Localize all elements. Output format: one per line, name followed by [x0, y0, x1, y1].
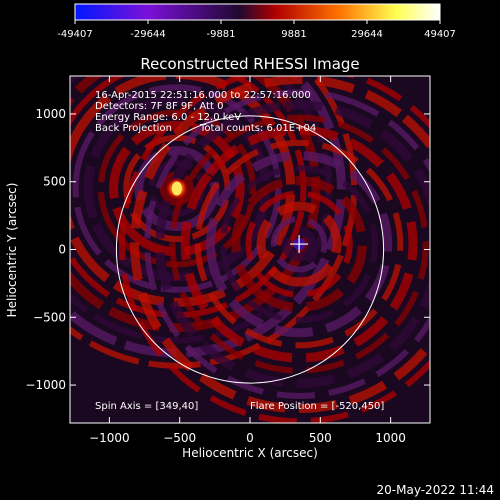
x-tick-label: 1000: [375, 431, 406, 445]
fringe-ring: [70, 76, 346, 358]
method-text: Back Projection: [95, 123, 172, 134]
colorbar-tick-label: 29644: [351, 29, 383, 40]
fringe-ring: [144, 89, 430, 399]
timestamp: 20-May-2022 11:44: [377, 483, 494, 497]
fringe-ring: [109, 120, 245, 257]
x-tick-label: −500: [163, 431, 196, 445]
spin-axis-text: Spin Axis = [349,40]: [95, 401, 198, 412]
detectors-text: Detectors: 7F 8F 9F, Att 0: [95, 101, 223, 112]
y-tick-label: 1000: [35, 107, 66, 121]
fringe-ring: [231, 176, 367, 312]
colorbar: [74, 3, 441, 21]
fringe-ring: [130, 76, 430, 414]
colorbar-tick-label: -29644: [130, 29, 165, 40]
fringe-ring: [220, 165, 379, 324]
total-counts-text: Total counts: 6.01E+04: [199, 123, 316, 134]
fringe-ring: [70, 76, 332, 344]
fringe-ring: [155, 100, 430, 388]
fringe-ring: [245, 190, 353, 298]
colorbar-tick-label: 9881: [281, 29, 306, 40]
y-tick-label: 500: [43, 175, 66, 189]
y-axis-label: Heliocentric Y (arcsec): [5, 183, 19, 318]
x-axis-label: Heliocentric X (arcsec): [182, 446, 318, 460]
colorbar-ticks: -49407 -29644 -9881 9881 29644 49407: [57, 20, 456, 40]
axis-ticks: −1000 −500 0 500 1000 −1000 −500 0 500 1000: [25, 76, 430, 445]
flare-core: [171, 181, 182, 196]
fringe-ring: [159, 171, 195, 206]
fringe-ring: [270, 215, 328, 273]
x-tick-label: 500: [309, 431, 332, 445]
y-tick-label: 0: [58, 243, 66, 257]
colorbar-tick-label: -49407: [57, 29, 92, 40]
solar-limb-circle: [115, 115, 385, 384]
y-tick-label: −1000: [25, 378, 66, 392]
fringe-ring: [256, 201, 342, 287]
fringe-ring: [118, 76, 430, 423]
energy-range-text: Energy Range: 6.0 - 12.0 keV: [95, 112, 241, 123]
flare-position-text: Flare Position = [-520,450]: [250, 401, 384, 412]
fringe-ring: [180, 125, 418, 363]
fringe-ring: [281, 226, 317, 262]
fringe-ring: [169, 114, 429, 374]
colorbar-tick-label: -9881: [206, 29, 235, 40]
y-tick-label: −500: [33, 310, 66, 324]
time-range-text: 16-Apr-2015 22:51:16.000 to 22:57:16.000: [95, 90, 311, 101]
fringe-ring: [123, 134, 231, 243]
x-tick-label: 0: [246, 431, 254, 445]
colorbar-tick-label: 49407: [424, 29, 456, 40]
fringe-ring: [205, 150, 393, 338]
fringe-ring: [194, 139, 404, 349]
annotation-block: 16-Apr-2015 22:51:16.000 to 22:57:16.000…: [95, 90, 384, 412]
x-tick-label: −1000: [89, 431, 130, 445]
chart-title: Reconstructed RHESSI Image: [140, 55, 359, 73]
heatmap-image: [70, 76, 430, 423]
